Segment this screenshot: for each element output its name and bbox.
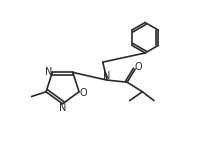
Text: O: O [80, 88, 88, 98]
Text: N: N [103, 71, 110, 81]
Text: N: N [59, 103, 66, 114]
Text: O: O [134, 62, 142, 72]
Text: N: N [45, 67, 52, 77]
